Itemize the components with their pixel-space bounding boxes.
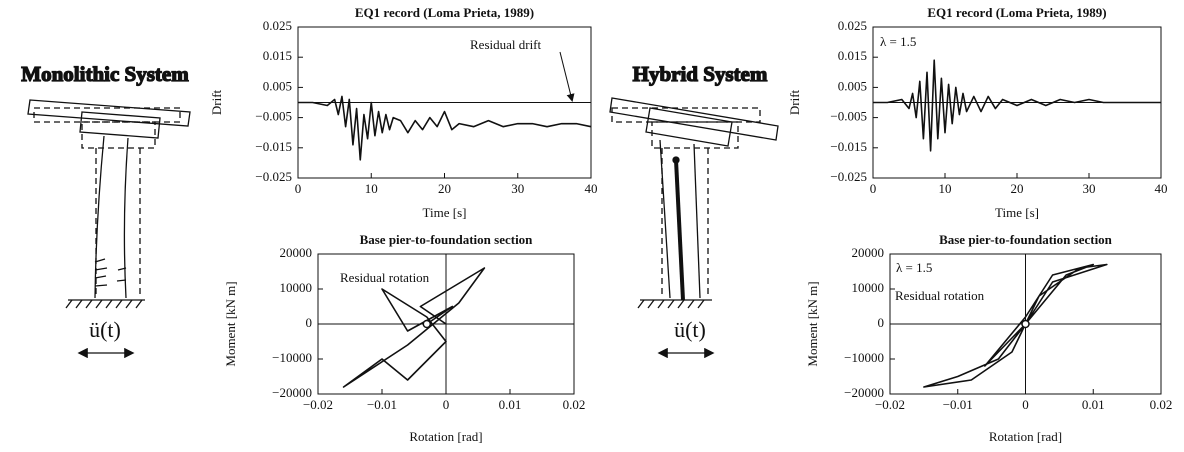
chart: Base pier-to-foundation section 20000 1000…: [805, 232, 1172, 444]
data-line: [342, 267, 486, 388]
input-label: ü(t): [674, 317, 706, 342]
y-tick-label: −0.005: [255, 109, 292, 124]
x-tick-label: 0: [295, 181, 302, 196]
y-tick-label: 0.025: [838, 18, 867, 33]
monolithic-diagram: Monolithic System ü(t): [21, 61, 191, 359]
chart-title: Base pier-to-foundation section: [939, 232, 1113, 247]
x-tick-label: 0: [870, 181, 877, 196]
x-axis-label: Time [s]: [423, 205, 467, 220]
x-tick-label: 0.02: [563, 397, 586, 412]
chart: EQ1 record (Loma Prieta, 1989) 0.025 0.015…: [209, 5, 598, 220]
y-tick-label: −10000: [272, 350, 312, 365]
residual-marker: [422, 319, 432, 329]
y-tick-label: 20000: [852, 245, 885, 260]
y-tick-label: −20000: [272, 385, 312, 400]
x-axis-label: Rotation [rad]: [409, 429, 482, 444]
x-tick-label: 20: [1011, 181, 1024, 196]
annotation: λ = 1.5: [896, 260, 932, 275]
x-tick-label: −0.01: [943, 397, 973, 412]
chart: EQ1 record (Loma Prieta, 1989) 0.025 0.015…: [787, 5, 1168, 220]
y-tick-label: 0.005: [263, 78, 292, 93]
residual-marker: [1021, 319, 1030, 329]
x-axis-label: Rotation [rad]: [989, 429, 1062, 444]
x-tick-label: 0.02: [1150, 397, 1173, 412]
y-tick-label: −20000: [844, 385, 884, 400]
annotation: Residual rotation: [895, 288, 985, 303]
y-tick-label: 0: [306, 315, 313, 330]
annotation: λ = 1.5: [880, 34, 916, 49]
chart-title: Base pier-to-foundation section: [360, 232, 534, 247]
annotation-arrow: [559, 51, 575, 102]
x-tick-label: −0.01: [367, 397, 397, 412]
x-tick-label: 0: [1022, 397, 1029, 412]
data-line: [923, 263, 1108, 388]
y-tick-label: 0.005: [838, 78, 867, 93]
x-axis-label: Time [s]: [995, 205, 1039, 220]
x-tick-label: 20: [438, 181, 451, 196]
y-tick-label: 10000: [852, 280, 885, 295]
diagram-title: Monolithic System: [21, 62, 189, 86]
x-tick-label: −0.02: [875, 397, 905, 412]
chart: Base pier-to-foundation section 20000 1000…: [223, 232, 585, 444]
y-tick-label: −0.025: [830, 169, 867, 184]
annotation: Residual drift: [470, 37, 542, 52]
y-tick-label: 0: [878, 315, 885, 330]
y-tick-label: −0.005: [830, 109, 867, 124]
y-tick-label: −0.025: [255, 169, 292, 184]
hybrid-diagram: Hybrid System ü(t): [609, 61, 779, 359]
x-tick-label: 30: [1083, 181, 1096, 196]
y-tick-label: −0.015: [255, 139, 292, 154]
y-tick-label: −0.015: [830, 139, 867, 154]
x-tick-label: −0.02: [303, 397, 333, 412]
y-tick-label: −10000: [844, 350, 884, 365]
y-axis-label: Drift: [209, 89, 224, 115]
y-tick-label: 10000: [280, 280, 313, 295]
chart-title: EQ1 record (Loma Prieta, 1989): [927, 5, 1106, 20]
x-tick-label: 10: [365, 181, 378, 196]
x-tick-label: 0.01: [1082, 397, 1105, 412]
x-tick-label: 30: [511, 181, 524, 196]
y-tick-label: 0.015: [263, 48, 292, 63]
x-tick-label: 10: [939, 181, 952, 196]
y-tick-label: 20000: [280, 245, 313, 260]
x-tick-label: 40: [585, 181, 598, 196]
data-line: [298, 95, 592, 161]
x-tick-label: 0: [443, 397, 450, 412]
diagram-title: Hybrid System: [633, 62, 768, 86]
y-axis-label: Moment [kN m]: [223, 281, 238, 366]
chart-title: EQ1 record (Loma Prieta, 1989): [355, 5, 534, 20]
y-axis-label: Moment [kN m]: [805, 281, 820, 366]
annotation: Residual rotation: [340, 270, 430, 285]
y-tick-label: 0.025: [263, 18, 292, 33]
data-line: [873, 59, 1161, 152]
y-axis-label: Drift: [787, 89, 802, 115]
input-label: ü(t): [89, 317, 121, 342]
x-tick-label: 40: [1155, 181, 1168, 196]
y-tick-label: 0.015: [838, 48, 867, 63]
x-tick-label: 0.01: [499, 397, 522, 412]
